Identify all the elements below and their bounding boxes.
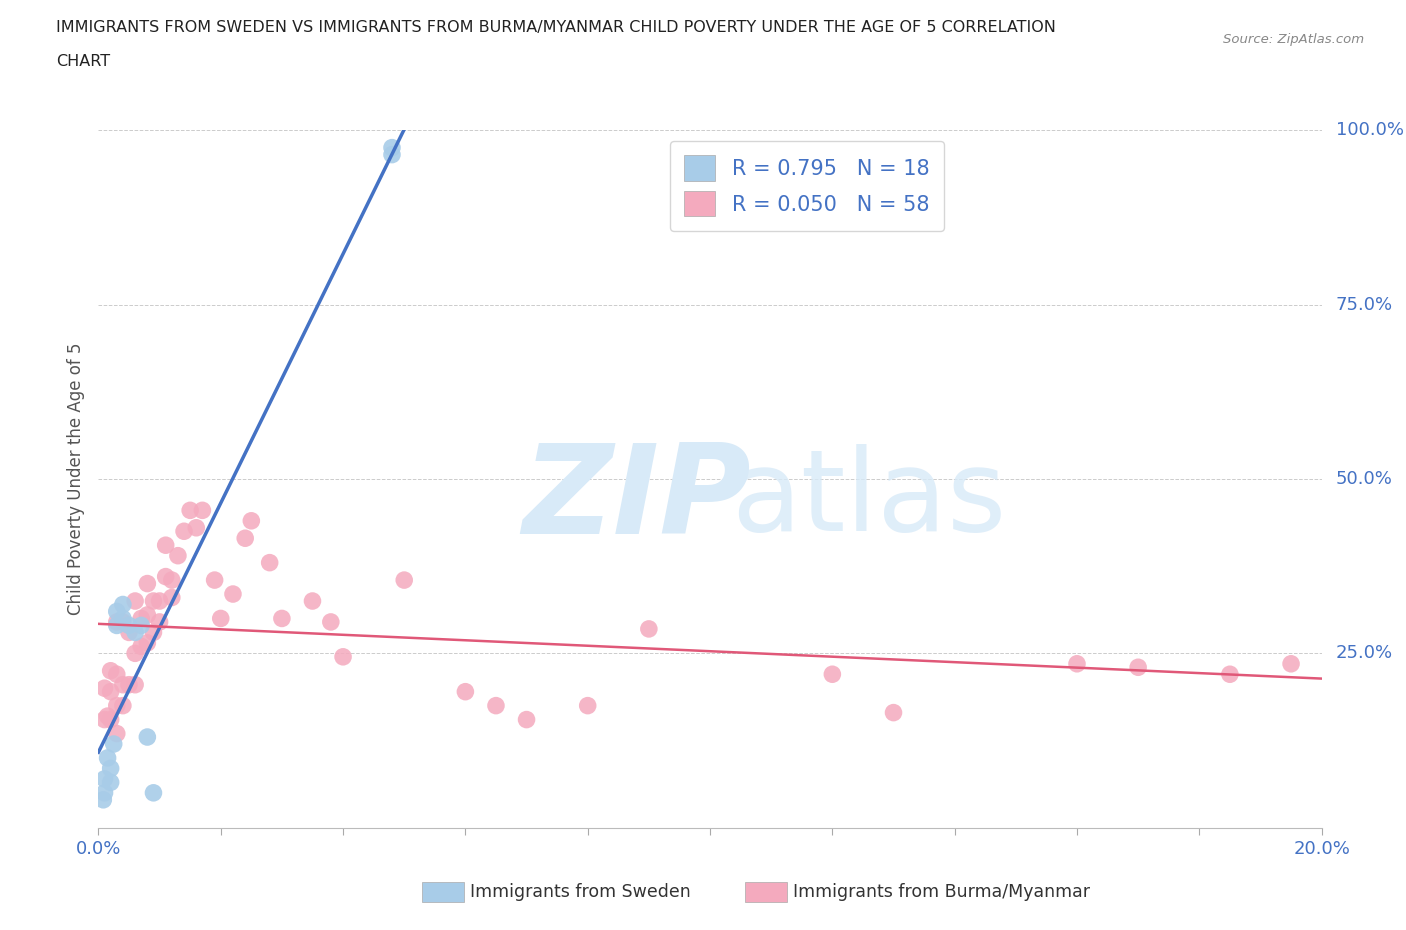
Point [100, 761, 122, 776]
Point [392, 573, 416, 588]
Point [111, 615, 134, 630]
Point [160, 591, 183, 605]
Point [516, 712, 538, 727]
Point [259, 555, 281, 570]
Point [319, 615, 342, 630]
Point [1128, 660, 1150, 675]
Point [91, 792, 114, 807]
Point [160, 573, 183, 588]
Point [100, 663, 122, 678]
Point [136, 607, 159, 622]
Point [142, 785, 165, 800]
Point [111, 698, 134, 713]
Text: IMMIGRANTS FROM SWEDEN VS IMMIGRANTS FROM BURMA/MYANMAR CHILD POVERTY UNDER THE : IMMIGRANTS FROM SWEDEN VS IMMIGRANTS FRO… [56, 20, 1056, 35]
Text: 75.0%: 75.0% [1336, 296, 1393, 313]
Point [93, 785, 115, 800]
Text: ZIP: ZIP [522, 439, 751, 561]
Point [454, 684, 477, 699]
Point [111, 611, 134, 626]
Point [301, 593, 323, 608]
Point [191, 503, 214, 518]
Point [204, 573, 226, 588]
Point [105, 726, 128, 741]
Point [173, 524, 195, 538]
Point [381, 147, 404, 162]
Point [93, 681, 115, 696]
Point [1279, 657, 1302, 671]
Point [100, 775, 122, 790]
Point [142, 625, 165, 640]
Point [93, 772, 115, 787]
Point [1066, 657, 1088, 671]
Point [136, 635, 159, 650]
Point [485, 698, 508, 713]
Point [129, 639, 152, 654]
Y-axis label: Child Poverty Under the Age of 5: Child Poverty Under the Age of 5 [66, 342, 84, 616]
Text: atlas: atlas [731, 445, 1007, 555]
Point [100, 712, 122, 727]
Point [105, 615, 128, 630]
Point [103, 737, 125, 751]
Point [149, 615, 172, 630]
Point [118, 677, 141, 692]
Point [100, 684, 122, 699]
Point [179, 503, 201, 518]
Point [124, 593, 146, 608]
Text: Immigrants from Burma/Myanmar: Immigrants from Burma/Myanmar [793, 883, 1090, 901]
Point [118, 618, 141, 633]
Text: 50.0%: 50.0% [1336, 470, 1392, 488]
Point [270, 611, 292, 626]
Point [142, 593, 165, 608]
Point [167, 549, 190, 564]
Point [381, 140, 404, 155]
Point [97, 709, 120, 724]
Legend: R = 0.795   N = 18, R = 0.050   N = 58: R = 0.795 N = 18, R = 0.050 N = 58 [669, 140, 945, 231]
Point [105, 667, 128, 682]
Point [124, 625, 146, 640]
Text: Immigrants from Sweden: Immigrants from Sweden [470, 883, 690, 901]
Point [240, 513, 263, 528]
Point [821, 667, 844, 682]
Text: CHART: CHART [56, 54, 110, 69]
Text: Source: ZipAtlas.com: Source: ZipAtlas.com [1223, 33, 1364, 46]
Point [111, 677, 134, 692]
Point [149, 593, 172, 608]
Point [883, 705, 905, 720]
Point [105, 618, 128, 633]
Point [637, 621, 661, 636]
Point [186, 521, 208, 536]
Point [129, 611, 152, 626]
Point [233, 531, 256, 546]
Text: 25.0%: 25.0% [1336, 644, 1393, 662]
Text: 100.0%: 100.0% [1336, 121, 1403, 140]
Point [209, 611, 232, 626]
Point [111, 597, 134, 612]
Point [1219, 667, 1241, 682]
Point [136, 577, 159, 591]
Point [124, 677, 146, 692]
Point [105, 698, 128, 713]
Point [97, 751, 120, 765]
Point [118, 625, 141, 640]
Point [155, 569, 177, 584]
Point [105, 604, 128, 619]
Point [332, 649, 354, 664]
Point [129, 618, 152, 633]
Point [124, 646, 146, 661]
Point [155, 538, 177, 552]
Point [93, 712, 115, 727]
Point [136, 729, 159, 744]
Point [576, 698, 599, 713]
Point [222, 587, 245, 602]
